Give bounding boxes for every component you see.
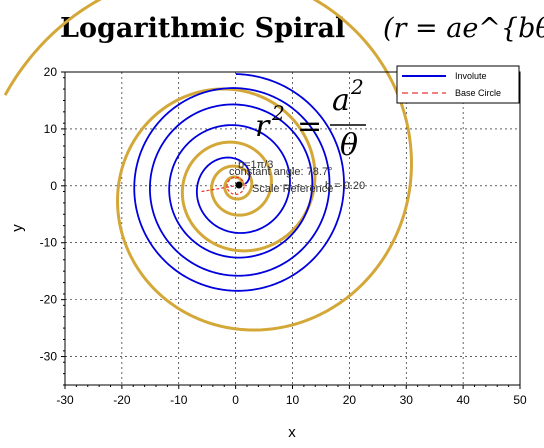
constant-angle-label: constant angle: 78.7°: [229, 166, 332, 178]
x-tick-label: 40: [456, 393, 470, 407]
formula-annotation: r 2 = a 2 θ: [255, 75, 366, 163]
x-tick-label: -10: [170, 393, 188, 407]
y-tick-label: -30: [40, 350, 58, 364]
origin-point: [235, 181, 243, 189]
y-tick-label: -10: [40, 236, 58, 250]
legend-box: [396, 65, 520, 104]
y-tick-label: 20: [44, 65, 58, 79]
y-axis-label: y: [9, 224, 26, 232]
x-tick-label: 20: [343, 393, 357, 407]
series-base-circle-segment: [201, 185, 236, 193]
x-tick-label: 30: [400, 393, 414, 407]
formula-denominator: θ: [340, 128, 358, 163]
scale-reference-label: Scale Reference: [252, 183, 333, 195]
formula-numerator-exponent: 2: [350, 75, 364, 99]
series-base-circle: [226, 176, 245, 195]
legend-label-involute: Involute: [455, 71, 487, 81]
series-involute: [133, 73, 345, 292]
angle-label: b=1π/3: [238, 159, 273, 171]
plot-frame: [64, 71, 521, 386]
x-tick-label: 50: [513, 393, 527, 407]
chart-title-formula: (r = ae^{bθ}): [383, 13, 544, 44]
formula-equals: =: [297, 109, 322, 144]
y-tick-label: -20: [40, 293, 58, 307]
formula-numerator: a: [332, 83, 350, 118]
axis-ticks: -30 -20 -10 0 10 20 30 40 50 -30 -20 -10 0 10 20: [40, 65, 527, 407]
x-axis-label: x: [288, 424, 296, 441]
y-tick-label: 0: [50, 179, 57, 193]
b-value-label: b = 0.20: [325, 180, 365, 192]
x-tick-label: -30: [56, 393, 74, 407]
series-layer: [3, 0, 413, 332]
chart-title: Logarithmic Spiral: [60, 13, 345, 44]
series-log-spiral: [3, 0, 413, 332]
y-tick-label: 10: [44, 122, 58, 136]
legend-label-base-circle: Base Circle: [455, 88, 501, 98]
formula-lhs-exponent: 2: [271, 101, 285, 125]
origin-annotations: b=1π/3 constant angle: 78.7° Scale Refer…: [229, 159, 365, 195]
x-tick-label: -20: [113, 393, 131, 407]
x-tick-label: 0: [232, 393, 239, 407]
legend: Involute Base Circle: [396, 65, 520, 104]
formula-lhs: r: [255, 109, 271, 144]
x-tick-label: 10: [286, 393, 300, 407]
